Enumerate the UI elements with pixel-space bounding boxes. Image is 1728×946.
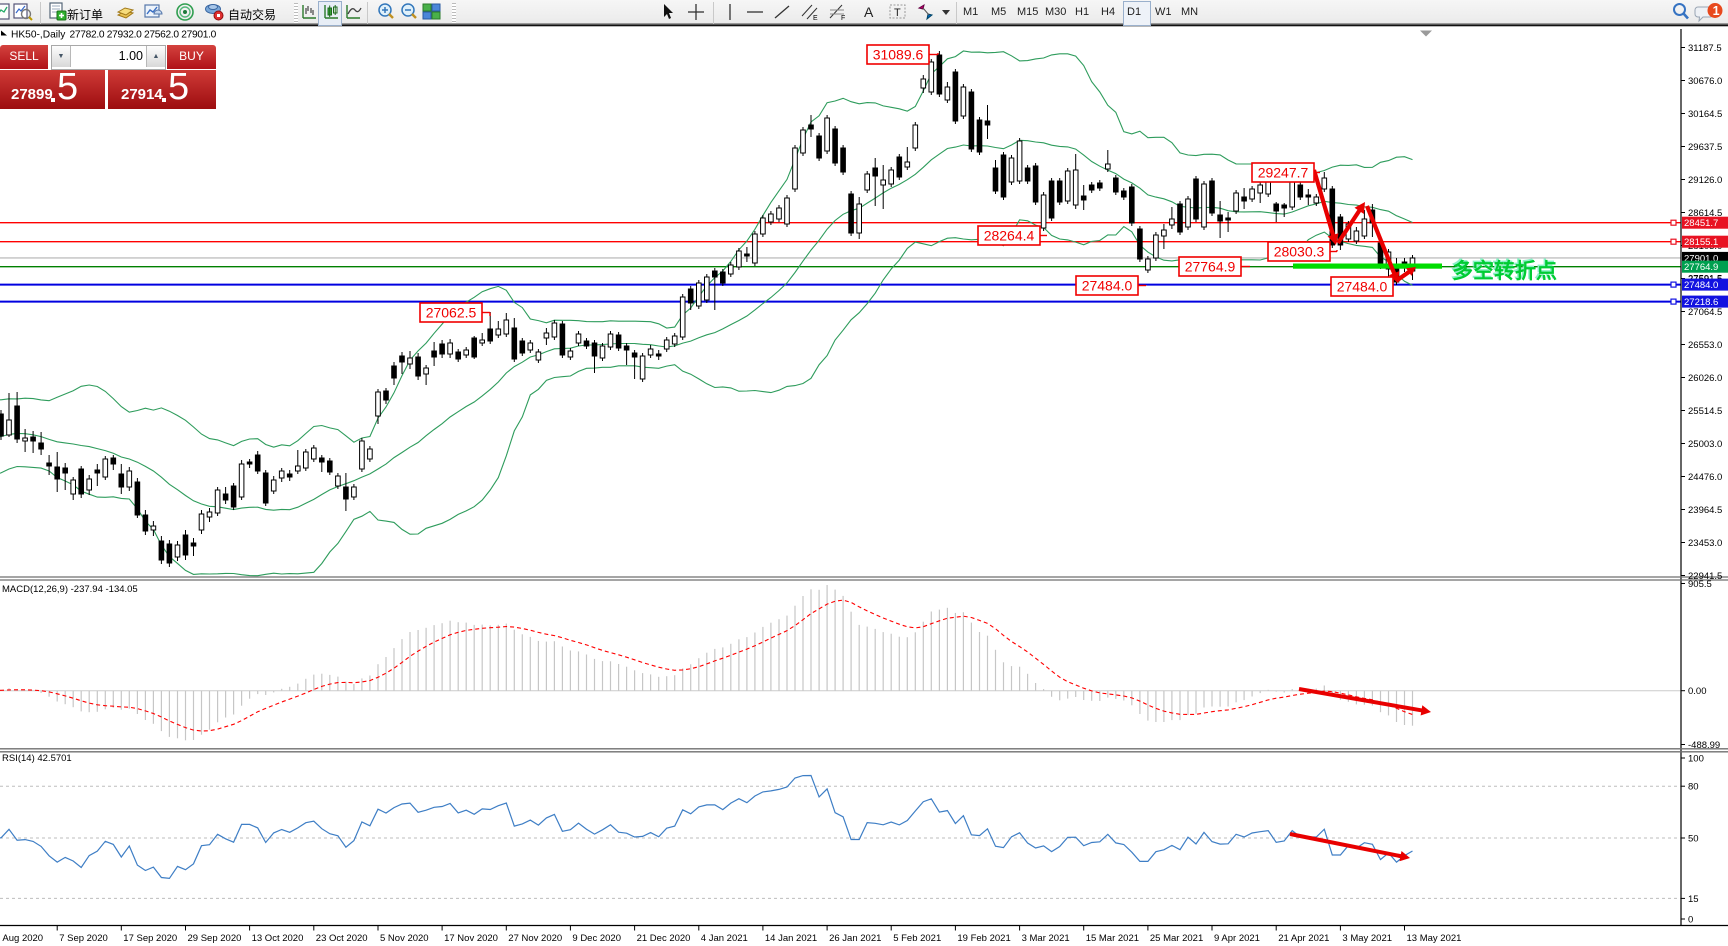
svg-text:15: 15 <box>1688 894 1699 905</box>
svg-text:5 Nov 2020: 5 Nov 2020 <box>380 933 429 944</box>
svg-text:A: A <box>864 4 874 20</box>
svg-text:13 Oct 2020: 13 Oct 2020 <box>252 933 304 944</box>
svg-text:14 Jan 2021: 14 Jan 2021 <box>765 933 817 944</box>
svg-text:27782.0 27932.0 27562.0 27901.: 27782.0 27932.0 27562.0 27901.0 <box>70 30 217 41</box>
svg-text:多空转折点: 多空转折点 <box>1452 259 1557 283</box>
svg-text:HK50-,Daily: HK50-,Daily <box>11 30 66 41</box>
svg-text:30676.0: 30676.0 <box>1688 76 1722 87</box>
svg-text:50: 50 <box>1688 834 1699 845</box>
svg-text:26026.0: 26026.0 <box>1688 373 1722 384</box>
svg-text:28030.3: 28030.3 <box>1274 244 1325 260</box>
svg-text:T: T <box>894 7 901 19</box>
svg-text:RSI(14) 42.5701: RSI(14) 42.5701 <box>2 753 72 764</box>
svg-text:17 Nov 2020: 17 Nov 2020 <box>444 933 498 944</box>
svg-text:23453.0: 23453.0 <box>1688 538 1722 549</box>
svg-text:28155.1: 28155.1 <box>1684 237 1718 248</box>
svg-text:21 Apr 2021: 21 Apr 2021 <box>1278 933 1329 944</box>
svg-text:1: 1 <box>1713 4 1720 18</box>
svg-text:21 Dec 2020: 21 Dec 2020 <box>637 933 691 944</box>
svg-text:25 Mar 2021: 25 Mar 2021 <box>1150 933 1203 944</box>
svg-text:905.5: 905.5 <box>1688 579 1712 590</box>
svg-text:F: F <box>841 15 845 22</box>
svg-text:3 Mar 2021: 3 Mar 2021 <box>1022 933 1070 944</box>
svg-text:27901.0: 27901.0 <box>1684 253 1718 264</box>
svg-text:31187.5: 31187.5 <box>1688 43 1722 54</box>
svg-text:100: 100 <box>1688 754 1704 765</box>
svg-text:27062.5: 27062.5 <box>426 305 477 321</box>
svg-text:28614.5: 28614.5 <box>1688 208 1722 219</box>
svg-text:5 Aug 2020: 5 Aug 2020 <box>0 933 43 944</box>
svg-text:24476.0: 24476.0 <box>1688 472 1722 483</box>
svg-text:多空转折点: 多空转折点 <box>1451 258 1556 282</box>
svg-text:29247.7: 29247.7 <box>1258 165 1309 181</box>
svg-text:29126.0: 29126.0 <box>1688 175 1722 186</box>
svg-text:27484.0: 27484.0 <box>1684 280 1718 291</box>
svg-text:80: 80 <box>1688 782 1699 793</box>
svg-text:26 Jan 2021: 26 Jan 2021 <box>829 933 881 944</box>
svg-text:7 Sep 2020: 7 Sep 2020 <box>59 933 108 944</box>
svg-text:28264.4: 28264.4 <box>984 228 1035 244</box>
svg-text:-488.99: -488.99 <box>1688 740 1720 751</box>
svg-text:23964.5: 23964.5 <box>1688 505 1722 516</box>
svg-text:3 May 2021: 3 May 2021 <box>1342 933 1392 944</box>
svg-text:27064.5: 27064.5 <box>1688 307 1722 318</box>
svg-text:31089.6: 31089.6 <box>873 47 924 63</box>
svg-text:23 Oct 2020: 23 Oct 2020 <box>316 933 368 944</box>
svg-text:0.00: 0.00 <box>1688 686 1707 697</box>
svg-text:13 May 2021: 13 May 2021 <box>1407 933 1462 944</box>
svg-text:5 Feb 2021: 5 Feb 2021 <box>893 933 941 944</box>
svg-text:19 Feb 2021: 19 Feb 2021 <box>957 933 1010 944</box>
svg-text:25514.5: 25514.5 <box>1688 406 1722 417</box>
svg-text:E: E <box>813 15 818 22</box>
svg-text:29 Sep 2020: 29 Sep 2020 <box>188 933 242 944</box>
svg-text:9 Apr 2021: 9 Apr 2021 <box>1214 933 1260 944</box>
svg-text:27 Nov 2020: 27 Nov 2020 <box>508 933 562 944</box>
svg-text:28451.7: 28451.7 <box>1684 218 1718 229</box>
svg-text:25003.0: 25003.0 <box>1688 439 1722 450</box>
svg-text:27764.9: 27764.9 <box>1684 262 1718 273</box>
svg-text:27218.6: 27218.6 <box>1684 297 1718 308</box>
svg-text:27484.0: 27484.0 <box>1337 279 1388 295</box>
svg-text:4 Jan 2021: 4 Jan 2021 <box>701 933 748 944</box>
svg-text:0: 0 <box>1688 915 1693 926</box>
svg-text:22941.5: 22941.5 <box>1688 571 1722 582</box>
svg-text:26553.0: 26553.0 <box>1688 340 1722 351</box>
svg-text:17 Sep 2020: 17 Sep 2020 <box>123 933 177 944</box>
svg-text:MACD(12,26,9) -237.94 -134.05: MACD(12,26,9) -237.94 -134.05 <box>2 584 138 595</box>
svg-text:27764.9: 27764.9 <box>1185 259 1236 275</box>
svg-text:9 Dec 2020: 9 Dec 2020 <box>572 933 621 944</box>
svg-text:15 Mar 2021: 15 Mar 2021 <box>1086 933 1139 944</box>
svg-text:29637.5: 29637.5 <box>1688 142 1722 153</box>
svg-text:30164.5: 30164.5 <box>1688 109 1722 120</box>
svg-text:27484.0: 27484.0 <box>1082 278 1133 294</box>
